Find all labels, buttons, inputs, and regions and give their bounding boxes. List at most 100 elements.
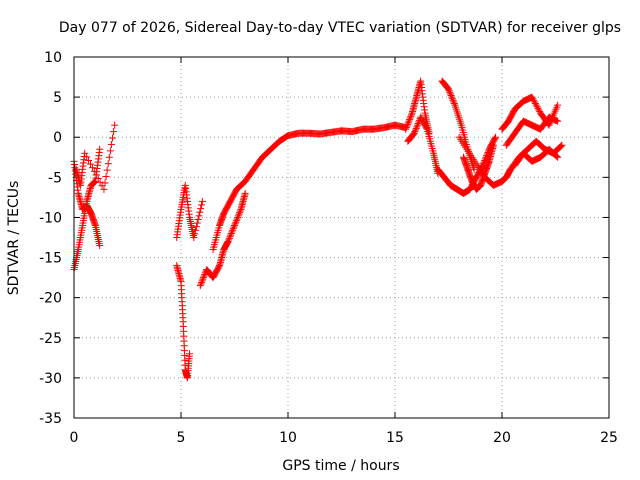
data-point <box>445 87 453 95</box>
data-point <box>233 215 241 223</box>
series-arc-d-recovery <box>209 132 292 254</box>
data-point <box>528 93 536 101</box>
data-point <box>446 90 454 98</box>
data-point <box>227 229 235 237</box>
data-point <box>482 153 490 161</box>
data-point <box>447 92 455 100</box>
series-arc-b <box>72 121 119 193</box>
y-tick-label: -30 <box>39 371 62 387</box>
plot-frame <box>73 56 610 419</box>
data-point <box>191 230 199 238</box>
data-point <box>406 116 414 124</box>
series-arc-e <box>284 121 410 140</box>
x-tick-label: 15 <box>386 430 404 446</box>
data-points <box>70 77 566 382</box>
data-point <box>533 103 541 111</box>
series-arc-h-tail <box>455 133 515 189</box>
series-arc-c-upper <box>173 181 206 241</box>
data-point <box>234 213 242 221</box>
data-point <box>196 208 204 216</box>
series-arc-c-dip <box>173 262 194 382</box>
y-tick-label: -25 <box>39 331 62 347</box>
data-point <box>111 121 119 129</box>
axis-ticks <box>73 56 610 419</box>
data-point <box>86 160 94 168</box>
data-point <box>407 111 415 119</box>
data-point <box>410 129 418 137</box>
data-point <box>101 179 109 187</box>
data-point <box>405 117 413 125</box>
x-tick-labels: 0 5 10 15 20 25 <box>70 430 618 446</box>
data-point <box>225 234 233 242</box>
y-tick-label: 0 <box>53 130 62 146</box>
series-arc-i-mid <box>502 113 562 149</box>
data-point <box>96 242 104 250</box>
data-point <box>227 231 235 239</box>
data-point <box>231 220 239 228</box>
data-point <box>489 141 497 149</box>
data-point <box>553 152 561 160</box>
data-point <box>404 119 412 127</box>
data-point <box>230 223 238 231</box>
chart-title: Day 077 of 2026, Sidereal Day-to-day VTE… <box>59 20 621 36</box>
data-point <box>81 149 89 157</box>
data-point <box>232 218 240 226</box>
data-point <box>412 126 420 134</box>
data-point <box>535 106 543 114</box>
data-point <box>105 153 113 161</box>
data-point <box>448 95 456 103</box>
data-point <box>103 166 111 174</box>
y-tick-label: -15 <box>39 251 62 267</box>
data-point <box>450 98 458 106</box>
data-point <box>193 219 201 227</box>
data-point <box>224 238 232 246</box>
x-tick-label: 5 <box>177 430 186 446</box>
data-point <box>554 117 562 125</box>
data-point <box>102 173 110 181</box>
data-point <box>413 123 421 131</box>
data-point <box>198 277 206 285</box>
data-point <box>236 207 244 215</box>
data-point <box>403 122 411 130</box>
data-point <box>107 140 115 148</box>
data-point <box>236 209 244 217</box>
data-point <box>198 197 206 205</box>
data-point <box>225 236 233 244</box>
data-point <box>557 142 565 150</box>
series-arc-j <box>507 137 566 173</box>
data-point <box>450 100 458 108</box>
data-point <box>492 133 500 141</box>
grid <box>74 57 609 418</box>
data-point <box>186 350 194 358</box>
data-point <box>402 124 410 132</box>
data-point <box>407 112 415 120</box>
data-point <box>190 234 198 241</box>
data-point <box>197 205 205 213</box>
data-point <box>110 128 118 136</box>
data-point <box>411 128 419 136</box>
data-point <box>554 101 562 109</box>
data-point <box>234 212 242 220</box>
data-point <box>200 272 208 280</box>
series-arc-a-rising <box>70 145 104 274</box>
data-point <box>422 124 430 132</box>
data-point <box>96 145 104 153</box>
x-tick-label: 25 <box>600 430 618 446</box>
data-point <box>554 153 562 161</box>
data-point <box>529 95 537 103</box>
x-axis-label: GPS time / hours <box>282 458 399 474</box>
data-point <box>83 153 91 161</box>
data-point <box>109 134 117 142</box>
y-tick-label: 10 <box>44 50 62 66</box>
y-tick-label: -20 <box>39 291 62 307</box>
data-point <box>198 201 206 209</box>
data-point <box>192 223 200 231</box>
data-point <box>226 233 234 241</box>
y-tick-label: -35 <box>39 411 62 427</box>
data-point <box>406 114 414 122</box>
data-point <box>94 175 102 183</box>
series-arc-d <box>196 189 249 290</box>
data-point <box>449 96 457 104</box>
data-point <box>532 101 540 109</box>
data-point <box>481 155 489 163</box>
